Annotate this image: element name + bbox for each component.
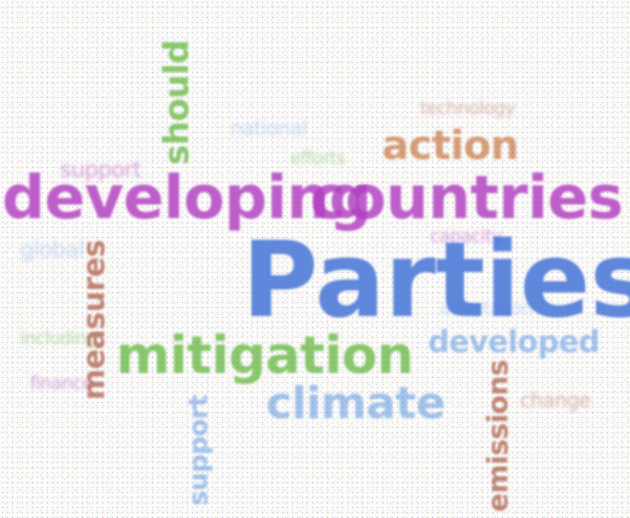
word-support-vertical: support [184,395,214,506]
word-capacity: capacity [430,226,503,247]
word-developing: developing [2,163,372,233]
word-national: national [230,116,308,140]
word-developed: developed [428,325,600,360]
word-mitigation: mitigation [116,326,414,386]
word-climate: climate [266,378,446,429]
word-global: global [20,238,85,263]
word-efforts: efforts [290,148,346,169]
word-emissions: emissions [481,360,514,513]
word-action: action [382,123,519,169]
word-support: support [60,158,141,183]
word-measures: measures [77,240,112,401]
word-technology: technology [420,98,515,119]
word-change: change [520,388,591,412]
word-should: should [157,40,197,165]
word-finance: finance [30,373,93,394]
word-including: including [20,328,98,349]
word-countries: countries [310,163,623,233]
word-parties: Parties [242,219,630,341]
word-adaptation: adaptation [440,298,533,319]
